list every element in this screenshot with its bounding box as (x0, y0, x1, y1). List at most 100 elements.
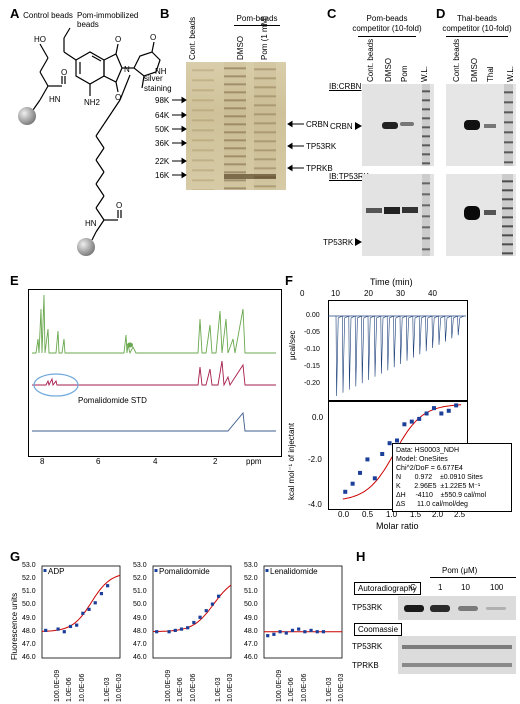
g-data-point (284, 631, 288, 635)
g-data-point (266, 634, 270, 638)
itc-spike (412, 315, 420, 358)
panel-d-lane-wl: W.L. (506, 65, 515, 82)
g-plot-lenalidomide (263, 565, 343, 659)
g-data-point (278, 630, 282, 634)
g-ytick: 52.0 (133, 575, 147, 583)
panel-c-title: Pom-beads competitor (10-fold) (352, 14, 422, 33)
g-ytick: 49.0 (22, 614, 36, 622)
itc-spike (348, 315, 356, 390)
g-xtick: 1.0E-06 (288, 677, 296, 702)
itc-data-point (343, 489, 348, 494)
panel-d-title: Thal-beads competitor (10-fold) (442, 14, 512, 33)
nmr-tick-8: 8 (40, 457, 45, 466)
marker-16k: 16K (155, 171, 170, 180)
fit-line-0: Data: HS0003_NDH (396, 447, 460, 454)
chem-o-left: O (61, 68, 67, 77)
g-ytick: 48.0 (133, 627, 147, 635)
g-data-point (81, 611, 85, 615)
h-band-1 (430, 605, 450, 612)
panel-d-lane-thal: Thal (486, 66, 495, 82)
itc-spike (380, 315, 388, 374)
g-frame (41, 565, 121, 659)
gel-lane-1 (192, 62, 214, 190)
itc-xtick-1: 0.5 (362, 510, 374, 519)
blot-c2-band-1 (366, 208, 382, 213)
fit-line-3: N 0.972 ±0.0910 Sites (396, 474, 483, 481)
g-xtick: 10.0E-03 (116, 673, 123, 702)
blot-c-top (362, 84, 434, 166)
blot-d2-band-1 (464, 206, 480, 220)
g-ytick: 52.0 (244, 575, 258, 583)
itc-spike (406, 315, 413, 361)
itc-time-30: 30 (396, 289, 405, 298)
itc-spike (425, 315, 433, 352)
itc-xtick-4: 2.0 (432, 510, 444, 519)
g-ytick: 49.0 (133, 614, 147, 622)
itc-raw-thermogram (328, 315, 466, 397)
g-legend-marker (265, 569, 269, 572)
g-data-point (99, 592, 104, 596)
silver-staining-label: silver staining (144, 74, 172, 93)
g-xtick: 10.0E-06 (300, 673, 308, 702)
g-ytick: 51.0 (133, 588, 147, 596)
itc-data-point (446, 408, 451, 413)
g-legend-marker (154, 569, 158, 572)
blot-c-wl-lane (422, 84, 430, 166)
panel-c-underline (358, 36, 416, 37)
itc-ytick-1: -0.05 (304, 329, 320, 336)
nmr-ppm: ppm (246, 457, 262, 466)
g-ytick: 46.0 (244, 654, 258, 661)
blot-d-thal-band (484, 124, 496, 128)
itc-xtick-2: 1.0 (386, 510, 398, 519)
band-tprkb: TPRKB (306, 164, 333, 173)
itc-data-point (409, 419, 414, 424)
g-ytick: 47.0 (244, 640, 258, 648)
itc-xtick-0: 0.0 (338, 510, 350, 519)
blot-d-wl-lane (504, 84, 513, 166)
g-frame (263, 565, 343, 659)
itc-spike (418, 315, 426, 355)
band-crbn: CRBN (306, 120, 329, 129)
itc-data-point (350, 481, 355, 486)
h-pom-header: Pom (μM) (442, 566, 478, 575)
itc-spike (386, 315, 394, 371)
h-band-100 (486, 607, 506, 610)
h-band-c (404, 605, 424, 612)
nmr-spectra (32, 294, 276, 432)
g-data-point (309, 628, 313, 632)
marker-22k: 22K (155, 157, 170, 166)
g-ytick: 50.0 (244, 601, 258, 609)
chem-o1: O (115, 35, 121, 44)
chem-o3: O (115, 93, 121, 102)
g-ytick: 46.0 (22, 654, 36, 661)
chem-n: N (124, 65, 130, 74)
itc-data-point (372, 476, 377, 481)
itc-data-point (365, 457, 370, 462)
itc-spike (438, 315, 445, 345)
marker-64k: 64K (155, 111, 170, 120)
itc-btick-1: -2.0 (308, 455, 322, 464)
ib-tp53rk: IB:TP53RK (329, 172, 370, 181)
marker-50k: 50K (155, 125, 170, 134)
control-beads-label: Control beads (23, 11, 73, 20)
g-legend-marker (43, 569, 47, 572)
itc-data-point (431, 406, 436, 411)
g-data-point (303, 630, 307, 634)
chem-hn-right: HN (85, 219, 97, 228)
fit-line-5: ΔH -4110 ±550.9 cal/mol (396, 492, 487, 499)
silver-gel (186, 62, 286, 190)
itc-spike (354, 315, 362, 387)
blot-c2-wl-lane (422, 174, 430, 256)
marker-36k: 36K (155, 139, 170, 148)
g-xtick: 1.0E-03 (325, 677, 333, 702)
h-tp53rk-top: TP53RK (352, 603, 383, 612)
g-xtick: 10.0E-03 (227, 673, 234, 702)
itc-spike (431, 315, 439, 349)
h-coom-band-tprkb (402, 663, 512, 667)
g-ytick: 51.0 (244, 588, 258, 596)
h-tp53rk-b: TP53RK (352, 642, 383, 651)
g-ytick: 48.0 (244, 627, 258, 635)
itc-ytick-4: -0.20 (304, 380, 320, 387)
itc-spike (335, 315, 343, 397)
blot-c2-band-3 (402, 207, 418, 213)
